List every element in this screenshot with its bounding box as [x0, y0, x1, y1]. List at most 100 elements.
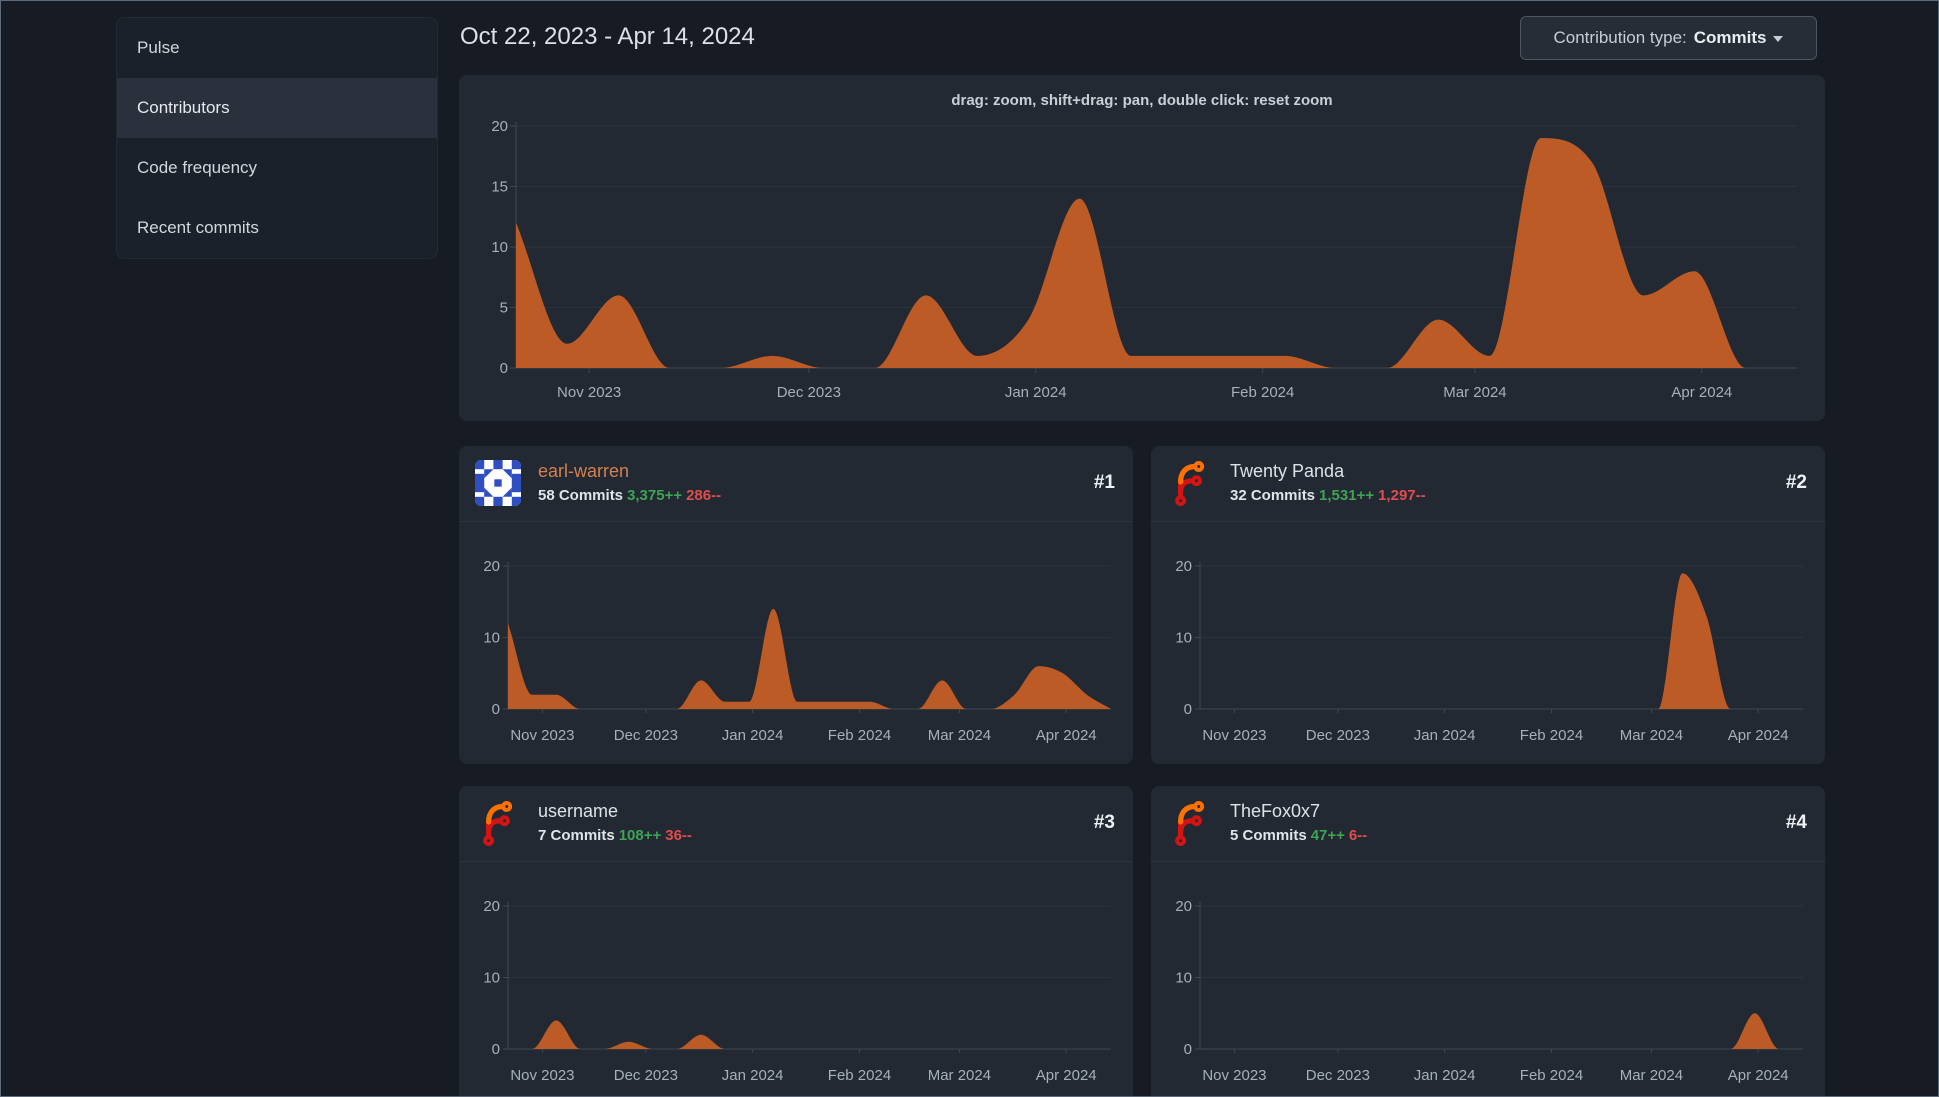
svg-text:Mar 2024: Mar 2024	[928, 727, 991, 744]
contributor-identicon-avatar[interactable]	[475, 460, 521, 506]
svg-text:10: 10	[1175, 970, 1192, 987]
contribution-type-value: Commits	[1693, 28, 1767, 47]
svg-text:Mar 2024: Mar 2024	[928, 1067, 991, 1084]
commit-count: 5 Commits	[1230, 827, 1307, 844]
svg-text:10: 10	[483, 970, 500, 987]
contributor-activity-chart[interactable]: 0 10 20 Nov 2023 Dec 2023 Jan 2024 Feb 2024 Mar…	[1151, 786, 1825, 1097]
contributor-name-link[interactable]: username	[538, 801, 619, 821]
additions-count: 108++	[618, 827, 662, 844]
additions-count: 3,375++	[627, 487, 683, 504]
deletions-count: 1,297--	[1378, 487, 1426, 504]
contributor-rank-badge: #2	[1785, 472, 1807, 493]
sidebar-item-recent-commits[interactable]: Recent commits	[137, 218, 259, 237]
svg-text:Nov 2023: Nov 2023	[510, 1067, 574, 1084]
svg-text:0: 0	[492, 1041, 500, 1058]
contributor-card: Twenty Panda 32 Commits 1,531++ 1,297-- #2…	[1151, 446, 1825, 764]
svg-text:0: 0	[1184, 1041, 1192, 1058]
svg-text:10: 10	[483, 630, 500, 647]
contributor-card: username 7 Commits 108++ 36-- #3 0 10 20 Nov …	[459, 786, 1133, 1097]
svg-text:Mar 2024: Mar 2024	[1443, 384, 1506, 401]
svg-text:0: 0	[500, 360, 508, 377]
contribution-type-label: Contribution type:	[1553, 28, 1687, 47]
svg-text:Dec 2023: Dec 2023	[1306, 1067, 1370, 1084]
svg-text:Feb 2024: Feb 2024	[1520, 1067, 1583, 1084]
svg-text:20: 20	[483, 898, 500, 915]
svg-text:20: 20	[491, 118, 508, 135]
forgejo-logo-avatar[interactable]	[1167, 460, 1213, 506]
svg-text:Nov 2023: Nov 2023	[1202, 1067, 1266, 1084]
chevron-down-icon	[1773, 36, 1784, 42]
contribution-type-dropdown[interactable]: Contribution type: Commits	[1520, 16, 1817, 60]
contributor-stats: 7 Commits 108++ 36--	[538, 827, 692, 844]
svg-text:Mar 2024: Mar 2024	[1620, 727, 1683, 744]
contributor-activity-chart[interactable]: 0 10 20 Nov 2023 Dec 2023 Jan 2024 Feb 2024 Mar…	[1151, 446, 1825, 764]
forgejo-logo-avatar[interactable]	[475, 800, 521, 846]
contributor-name-link[interactable]: TheFox0x7	[1230, 801, 1321, 821]
svg-text:Dec 2023: Dec 2023	[614, 727, 678, 744]
svg-text:Apr 2024: Apr 2024	[1671, 384, 1732, 401]
contributor-stats: 32 Commits 1,531++ 1,297--	[1230, 487, 1426, 504]
contributor-card-header: earl-warren 58 Commits 3,375++ 286-- #1	[459, 446, 1133, 522]
svg-text:10: 10	[491, 239, 508, 256]
svg-text:Mar 2024: Mar 2024	[1620, 1067, 1683, 1084]
chart-zoom-hint: drag: zoom, shift+drag: pan, double clic…	[951, 92, 1333, 109]
contributor-card: earl-warren 58 Commits 3,375++ 286-- #1 0 1…	[459, 446, 1133, 764]
deletions-count: 286--	[686, 487, 722, 504]
svg-text:15: 15	[491, 179, 508, 196]
deletions-count: 6--	[1348, 827, 1368, 844]
svg-text:Feb 2024: Feb 2024	[828, 727, 891, 744]
svg-text:Dec 2023: Dec 2023	[1306, 727, 1370, 744]
svg-text:Nov 2023: Nov 2023	[557, 384, 621, 401]
date-range-title: Oct 22, 2023 - Apr 14, 2024	[460, 23, 755, 50]
svg-text:Nov 2023: Nov 2023	[510, 727, 574, 744]
svg-text:Dec 2023: Dec 2023	[614, 1067, 678, 1084]
commit-count: 32 Commits	[1230, 487, 1316, 504]
svg-text:Apr 2024: Apr 2024	[1728, 727, 1789, 744]
svg-text:Feb 2024: Feb 2024	[1231, 384, 1294, 401]
deletions-count: 36--	[665, 827, 692, 844]
contributor-activity-chart[interactable]: 0 10 20 Nov 2023 Dec 2023 Jan 2024 Feb 2024 Mar…	[459, 446, 1133, 764]
svg-text:20: 20	[1175, 898, 1192, 915]
svg-text:Feb 2024: Feb 2024	[1520, 727, 1583, 744]
commit-count: 58 Commits	[538, 487, 624, 504]
svg-text:Apr 2024: Apr 2024	[1728, 1067, 1789, 1084]
svg-text:20: 20	[1175, 558, 1192, 575]
svg-text:Jan 2024: Jan 2024	[722, 727, 784, 744]
svg-text:0: 0	[1184, 701, 1192, 718]
contributor-rank-badge: #4	[1785, 812, 1807, 833]
contributor-card: TheFox0x7 5 Commits 47++ 6-- #4 0 10 20 Nov 2…	[1151, 786, 1825, 1097]
svg-text:Nov 2023: Nov 2023	[1202, 727, 1266, 744]
svg-text:Dec 2023: Dec 2023	[777, 384, 841, 401]
contributor-card-header: TheFox0x7 5 Commits 47++ 6-- #4	[1151, 786, 1825, 862]
contributor-stats: 58 Commits 3,375++ 286--	[538, 487, 721, 504]
commit-count: 7 Commits	[538, 827, 615, 844]
svg-text:Apr 2024: Apr 2024	[1036, 1067, 1097, 1084]
svg-text:0: 0	[492, 701, 500, 718]
additions-count: 1,531++	[1319, 487, 1375, 504]
contributor-card-header: username 7 Commits 108++ 36-- #3	[459, 786, 1133, 862]
sidebar-item-contributors[interactable]: Contributors	[117, 78, 437, 138]
contributor-name-link[interactable]: Twenty Panda	[1230, 461, 1345, 481]
svg-text:Feb 2024: Feb 2024	[828, 1067, 891, 1084]
contributor-name-link[interactable]: earl-warren	[538, 461, 630, 481]
contributions-area-chart[interactable]: 0 5 10 15 20 Nov 2023 Dec 2023 Jan 2024 Feb 2024…	[459, 75, 1825, 421]
forgejo-logo-avatar[interactable]	[1167, 800, 1213, 846]
repo-activity-sidebar: Pulse Contributors Code frequency Recent…	[116, 17, 438, 259]
contributor-activity-chart[interactable]: 0 10 20 Nov 2023 Dec 2023 Jan 2024 Feb 2024 Mar…	[459, 786, 1133, 1097]
contributor-rank-badge: #1	[1093, 472, 1115, 493]
svg-text:10: 10	[1175, 630, 1192, 647]
additions-count: 47++	[1310, 827, 1345, 844]
svg-text:Jan 2024: Jan 2024	[1414, 1067, 1476, 1084]
contributor-rank-badge: #3	[1093, 812, 1115, 833]
svg-text:5: 5	[500, 300, 508, 317]
svg-text:Jan 2024: Jan 2024	[722, 1067, 784, 1084]
svg-text:Jan 2024: Jan 2024	[1005, 384, 1067, 401]
sidebar-item-code-frequency[interactable]: Code frequency	[137, 158, 258, 177]
svg-text:20: 20	[483, 558, 500, 575]
contributions-chart-card: drag: zoom, shift+drag: pan, double clic…	[459, 75, 1825, 421]
svg-text:Apr 2024: Apr 2024	[1036, 727, 1097, 744]
svg-text:Jan 2024: Jan 2024	[1414, 727, 1476, 744]
sidebar-item-pulse[interactable]: Pulse	[137, 38, 180, 57]
contributor-stats: 5 Commits 47++ 6--	[1230, 827, 1367, 844]
